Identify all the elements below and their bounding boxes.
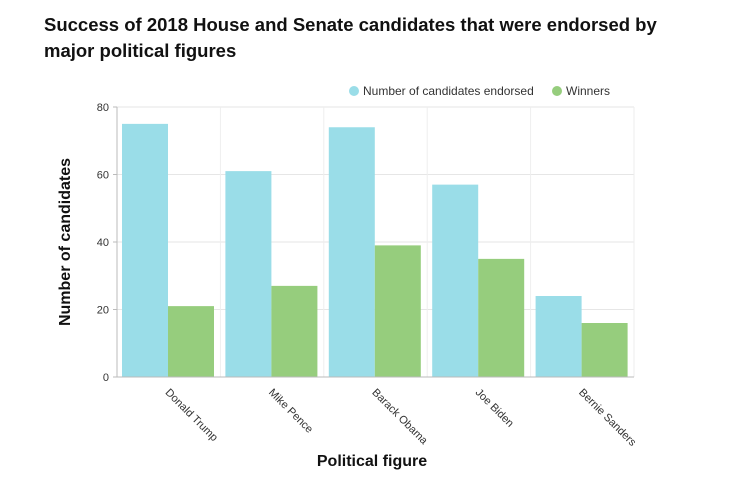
bars bbox=[122, 123, 628, 377]
bar-winners bbox=[581, 323, 628, 377]
y-tick-labels: 0 20 40 60 80 bbox=[97, 102, 109, 384]
legend-label-endorsed: Number of candidates endorsed bbox=[363, 84, 534, 98]
x-tick-label: Bernie Sanders bbox=[576, 387, 638, 449]
legend: Number of candidates endorsed Winners bbox=[348, 84, 610, 98]
bar-winners bbox=[374, 245, 421, 377]
x-tick-label: Joe Biden bbox=[473, 387, 516, 430]
y-tick-label: 40 bbox=[97, 237, 109, 249]
x-tick-label: Barack Obama bbox=[369, 387, 430, 448]
bar-endorsed bbox=[432, 184, 479, 377]
y-tick-label: 0 bbox=[103, 372, 109, 384]
x-tick-label: Donald Trump bbox=[163, 387, 220, 444]
legend-label-winners: Winners bbox=[566, 84, 610, 98]
bar-winners bbox=[168, 306, 214, 377]
x-tick-labels: Donald Trump Mike Pence Barack Obama Joe Bi… bbox=[163, 387, 639, 449]
bar-endorsed bbox=[122, 123, 168, 377]
axes bbox=[113, 106, 634, 378]
y-tick-label: 60 bbox=[97, 170, 109, 182]
y-tick-label: 20 bbox=[97, 305, 109, 317]
bar-endorsed bbox=[535, 296, 582, 377]
x-axis-title: Political figure bbox=[317, 453, 427, 470]
y-axis-title: Number of candidates bbox=[57, 158, 74, 326]
bar-winners bbox=[478, 258, 525, 377]
bar-endorsed bbox=[225, 171, 272, 377]
bar-winners bbox=[271, 285, 318, 377]
y-tick-label: 80 bbox=[97, 102, 109, 114]
legend-swatch-endorsed bbox=[348, 85, 360, 97]
chart-title: Success of 2018 House and Senate candida… bbox=[44, 14, 657, 61]
bar-endorsed bbox=[328, 127, 375, 377]
legend-swatch-winners bbox=[551, 85, 563, 97]
x-tick-label: Mike Pence bbox=[266, 387, 315, 436]
